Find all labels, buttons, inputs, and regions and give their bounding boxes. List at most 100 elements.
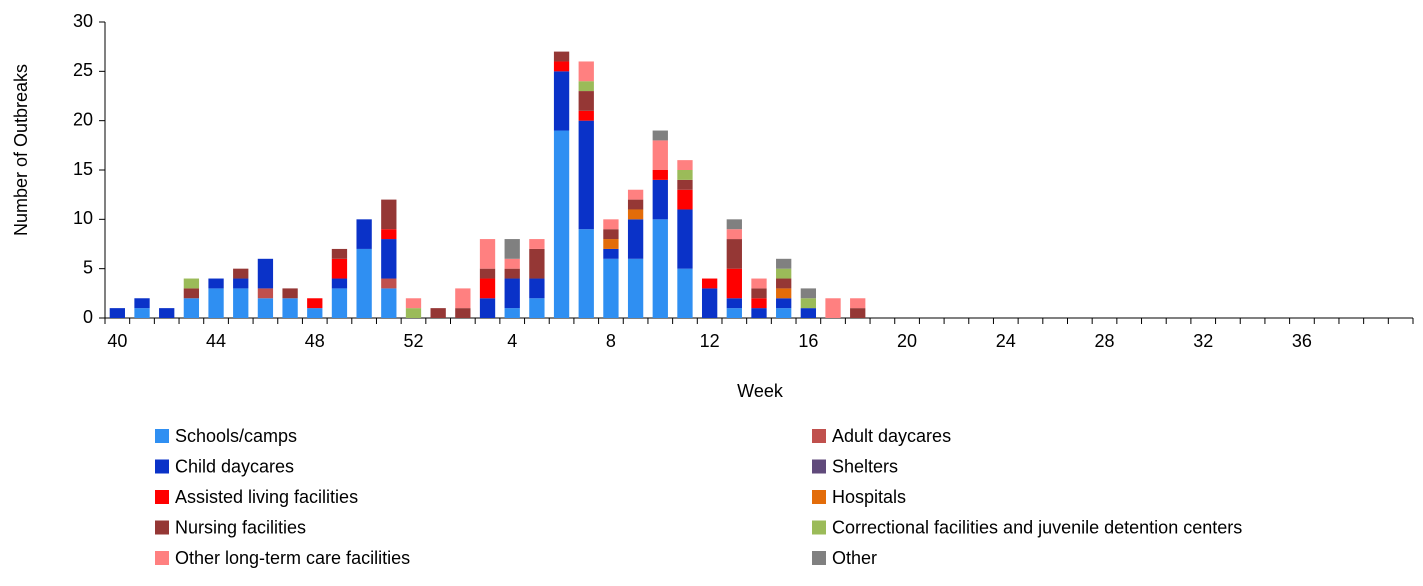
x-tick-label: 8: [606, 331, 616, 351]
bar-segment: [776, 278, 792, 289]
bar-segment: [603, 258, 619, 318]
bar-segment: [455, 288, 471, 309]
bar-segment: [331, 288, 348, 318]
bar-segment: [553, 71, 570, 131]
bar-segment: [134, 298, 150, 309]
legend-swatch: [155, 459, 169, 474]
legend-swatch: [812, 520, 826, 535]
x-tick-label: 24: [996, 331, 1016, 351]
bar-segment: [776, 308, 792, 318]
bar-segment: [603, 229, 619, 240]
legend-label: Nursing facilities: [175, 517, 306, 537]
bar-segment: [677, 209, 693, 269]
bar-segment: [677, 160, 693, 170]
bar-segment: [652, 130, 668, 141]
bar-segment: [578, 91, 594, 111]
bar-segment: [850, 308, 866, 318]
x-tick-label: 16: [798, 331, 818, 351]
bar-segment: [726, 308, 742, 318]
bar-segment: [331, 248, 348, 259]
bar-segment: [504, 278, 520, 309]
legend-label: Child daycares: [175, 456, 294, 476]
bar-segment: [233, 268, 249, 279]
bar-segment: [578, 120, 594, 230]
bar-segment: [726, 229, 742, 240]
bar-segment: [652, 219, 668, 318]
x-tick-label: 20: [897, 331, 917, 351]
bar-segment: [751, 298, 767, 309]
bar-segment: [800, 298, 817, 309]
bar-segment: [183, 288, 200, 299]
bar-segment: [751, 278, 767, 289]
bar-segment: [356, 248, 372, 318]
y-tick-label: 20: [73, 109, 93, 129]
bar-segment: [627, 258, 644, 318]
bar-segment: [233, 278, 249, 289]
y-tick-label: 15: [73, 159, 93, 179]
bar-segment: [776, 258, 792, 269]
bar-segment: [529, 248, 545, 279]
legend-label: Adult daycares: [832, 426, 951, 446]
bar-segment: [479, 278, 496, 299]
bar-segment: [257, 288, 274, 299]
x-tick-label: 44: [206, 331, 226, 351]
y-axis-title: Number of Outbreaks: [11, 64, 31, 236]
legend-swatch: [812, 490, 826, 504]
x-tick-label: 4: [507, 331, 517, 351]
bar-segment: [578, 229, 594, 318]
bar-segment: [603, 219, 619, 230]
bar-segment: [257, 298, 274, 318]
bar-segment: [825, 298, 841, 318]
legend-label: Other long-term care facilities: [175, 548, 410, 568]
x-tick-label: 28: [1094, 331, 1114, 351]
x-tick-label: 52: [403, 331, 423, 351]
bar-segment: [726, 298, 742, 309]
bar-segment: [578, 110, 594, 121]
legend-label: Shelters: [832, 456, 898, 476]
bar-segment: [479, 298, 496, 318]
bar-segment: [381, 199, 397, 230]
x-tick-label: 40: [107, 331, 127, 351]
bar-segment: [751, 288, 767, 299]
bar-segment: [776, 298, 792, 309]
bar-segment: [529, 239, 545, 249]
y-tick-label: 10: [73, 208, 93, 228]
legend-label: Schools/camps: [175, 426, 297, 446]
bar-segment: [652, 140, 668, 170]
bar-segment: [430, 308, 446, 318]
bar-segment: [627, 199, 644, 210]
bar-segment: [677, 268, 693, 318]
bar-segment: [233, 288, 249, 318]
bar-segment: [627, 219, 644, 259]
bar-segment: [529, 298, 545, 318]
bar-segment: [307, 308, 323, 318]
bar-segment: [726, 239, 742, 269]
bar-segment: [504, 268, 520, 279]
legend-label: Hospitals: [832, 487, 906, 507]
legend-label: Other: [832, 548, 877, 568]
bar-segment: [405, 308, 422, 318]
bar-segment: [652, 170, 668, 180]
bar-segment: [776, 288, 792, 299]
legend-swatch: [155, 490, 169, 504]
bar-segment: [208, 278, 224, 289]
bar-segment: [529, 278, 545, 299]
bar-segment: [751, 308, 767, 318]
bar-segment: [603, 239, 619, 249]
x-tick-label: 32: [1193, 331, 1213, 351]
bar-segment: [381, 229, 397, 240]
bar-segment: [603, 248, 619, 259]
bar-segment: [134, 308, 150, 318]
bar-segment: [405, 298, 422, 309]
bar-segment: [553, 61, 570, 72]
bar-segment: [627, 209, 644, 220]
bar-segment: [776, 268, 792, 279]
legend-swatch: [812, 551, 826, 565]
bar-segment: [553, 51, 570, 62]
bar-segment: [159, 308, 175, 318]
bar-segment: [578, 61, 594, 82]
bar-segment: [726, 219, 742, 230]
bar-segment: [109, 308, 125, 318]
legend-label: Correctional facilities and juvenile det…: [832, 517, 1242, 537]
